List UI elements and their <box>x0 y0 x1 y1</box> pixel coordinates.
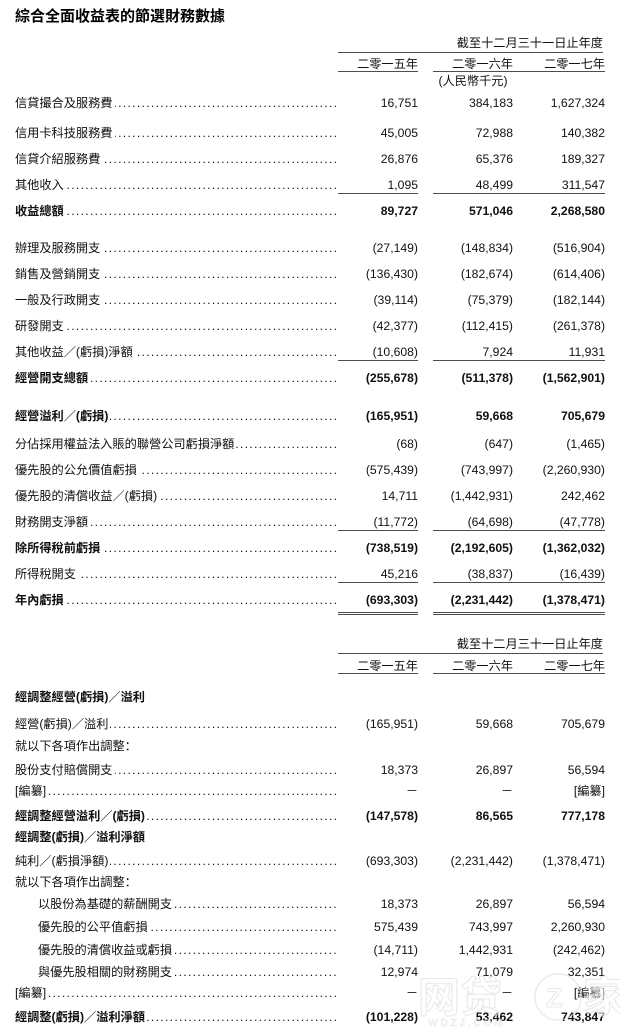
svg-text:Z: Z <box>546 983 563 1013</box>
svg-text:家: 家 <box>583 968 620 1025</box>
svg-text:WDZJ.COM: WDZJ.COM <box>428 1018 506 1029</box>
svg-text:网贷: 网贷 <box>418 968 502 1025</box>
